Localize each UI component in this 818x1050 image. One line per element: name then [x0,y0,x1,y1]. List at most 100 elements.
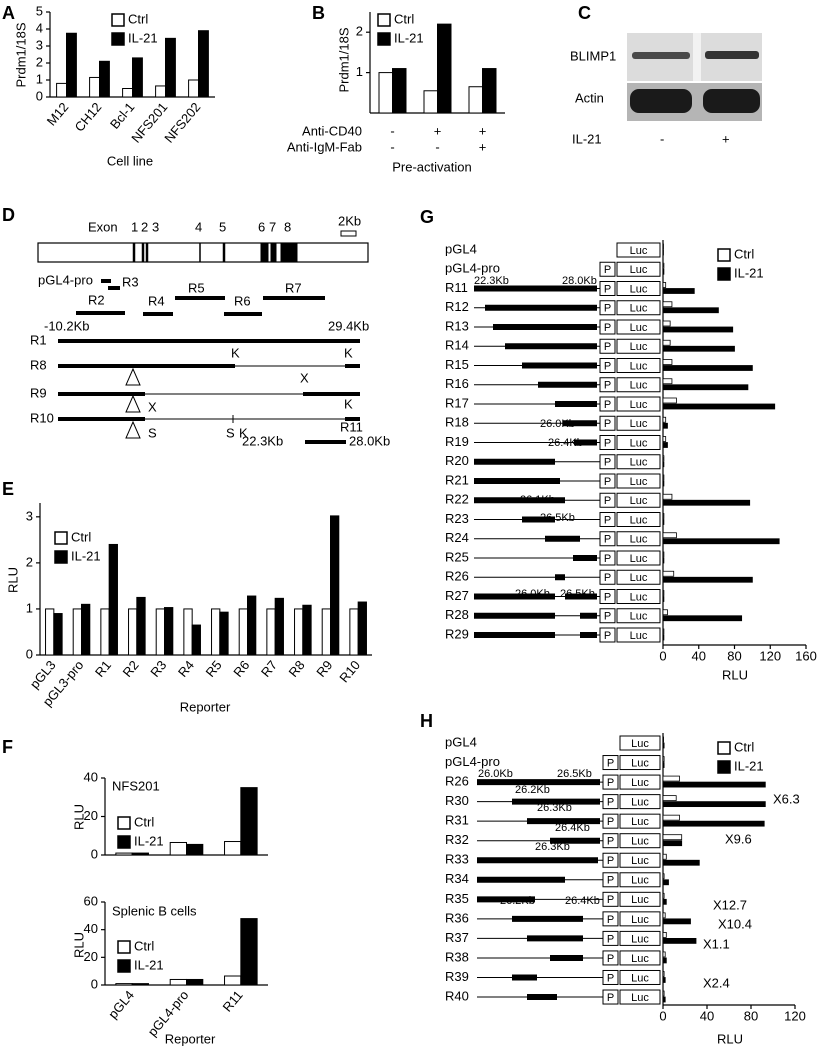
condition-label: Anti-IgM-Fab [287,139,362,154]
promoter-label: P [607,855,614,867]
bar [662,339,671,346]
fold-annotation: X9.6 [725,831,752,846]
legend-label: IL-21 [734,758,764,773]
promoter-label: P [604,630,611,642]
luc-box [616,512,661,527]
promoter-label: P [604,457,611,469]
y-tick-label: 20 [84,808,98,823]
luc-box [619,852,661,868]
luc-box [619,891,661,907]
bar [662,990,665,997]
row-label: R20 [445,453,469,468]
promoter-label: P [607,816,614,828]
bar [662,762,665,768]
y-tick-label: 1 [356,64,363,79]
bar [122,88,133,98]
kb-label: 26.4Kb [548,437,583,449]
bar [662,262,665,269]
lane-label: + [722,131,730,146]
bar [662,957,667,964]
bar [191,624,201,656]
promoter-label: P [604,341,611,353]
x-tick-label: 80 [727,648,741,663]
row-label: R40 [445,988,469,1003]
legend-label: IL-21 [394,30,424,45]
y-tick-label: 40 [84,921,98,936]
construct-label: R7 [285,280,302,295]
promoter-label: P [604,476,611,488]
scale-bar [340,230,357,237]
y-tick-label: 4 [36,20,43,35]
luc-label: Luc [631,816,649,828]
blot-row-label: BLIMP1 [570,48,616,63]
bar [662,461,665,468]
row-label: R15 [445,357,469,372]
x-tick-label: R5 [203,657,225,679]
bar [662,781,766,788]
row-label: R26 [445,774,469,789]
promoter-label: P [607,933,614,945]
luc-box [619,755,661,771]
bar [274,597,284,656]
legend-swatch [377,13,391,27]
x-tick-label: R4 [175,657,197,679]
luc-label: Luc [630,476,648,488]
bar [662,436,667,442]
luc-label: Luc [630,418,648,430]
x-axis-label: Cell line [107,153,153,168]
luc-box [616,531,661,547]
bar [662,951,666,958]
row-label: R32 [445,832,469,847]
bar [662,996,666,1003]
kb-label: 26.5Kb [560,588,595,600]
bar [662,609,668,616]
gene-box [37,242,369,263]
luc-label: Luc [631,914,649,926]
row-label: pGL4 [445,734,477,749]
legend-label: IL-21 [71,548,101,563]
row-label: R13 [445,318,469,333]
promoter-label: P [604,534,611,546]
construct-bars [76,279,325,316]
y-tick-label: 0 [26,646,33,661]
site-label: K [344,396,353,411]
bar [247,595,257,656]
bar [662,422,668,429]
luc-box [619,735,661,751]
legend-swatch [117,816,131,830]
luc-label: Luc [630,611,648,623]
exon-number: 3 [152,219,159,234]
site-label: K [231,345,240,360]
bar [662,814,680,821]
panel-letter: H [420,711,433,731]
luc-box [619,813,661,829]
promoter-label: P [607,972,614,984]
legend-swatch [717,741,731,755]
row-label: R25 [445,549,469,564]
x-axis-label: RLU [717,1031,743,1046]
bar [662,879,669,886]
legend-label: Ctrl [71,529,91,544]
luc-label: Luc [630,553,648,565]
bar [89,76,100,98]
bar [662,538,780,545]
row-label: pGL4-pro [445,754,500,769]
legend-swatch [377,32,391,46]
exon-number: 8 [284,219,291,234]
fold-annotation: X6.3 [773,791,800,806]
exons [132,243,226,262]
x-tick-label: R6 [230,657,252,679]
bar [662,892,665,899]
bar [266,608,276,656]
luc-box [619,930,661,946]
bar [240,918,258,986]
luc-label: Luc [631,933,649,945]
bar [662,834,683,841]
bar [108,543,118,656]
promoter-label: P [607,992,614,1004]
luc-label: Luc [630,457,648,469]
bar [662,775,680,782]
x-tick-label: R10 [336,657,363,685]
luc-label: Luc [631,992,649,1004]
fold-annotation: X10.4 [718,916,752,931]
